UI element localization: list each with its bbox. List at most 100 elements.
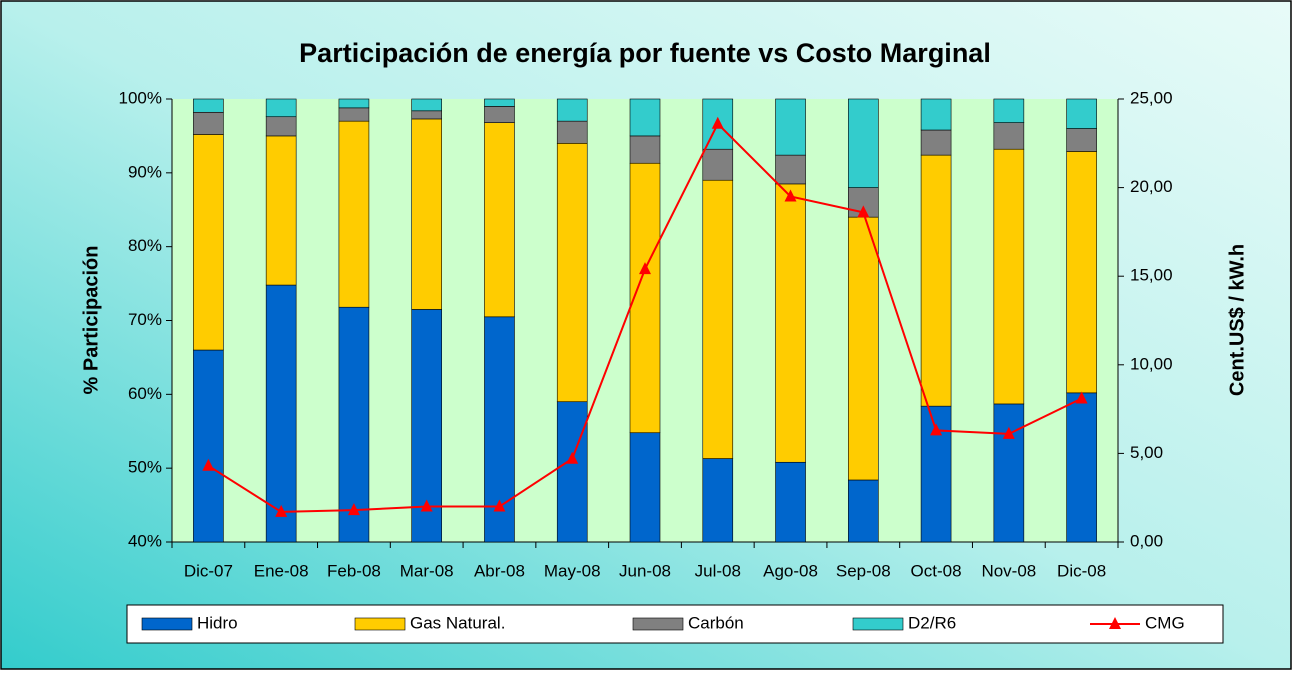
line-marker: [857, 205, 870, 218]
bar-segment: [920, 98, 952, 131]
legend-swatch: [354, 617, 406, 631]
y2-axis-label: Cent.US$ / kW.h: [1226, 244, 1248, 396]
x-tick-label: Ene-08: [254, 561, 309, 580]
bar-segment: [993, 148, 1025, 405]
bar-segment: [338, 98, 370, 109]
x-tick-label: Feb-08: [327, 561, 381, 580]
bar-segment: [265, 284, 297, 543]
legend-label: Gas Natural.: [410, 613, 505, 632]
bar-segment: [629, 162, 661, 434]
bar-segment: [193, 111, 224, 135]
x-tick-label: Jun-08: [619, 561, 671, 580]
y2-tick-label: 15,00: [1130, 266, 1173, 285]
line-marker: [639, 262, 651, 275]
y2-tick-label: 25,00: [1130, 88, 1173, 107]
legend-marker: [1109, 617, 1121, 629]
bar-segment: [484, 106, 515, 123]
bar-segment: [411, 98, 442, 112]
y-axis-label: % Participación: [80, 246, 102, 395]
y2-tick-label: 5,00: [1130, 443, 1163, 462]
bar-segment: [556, 401, 588, 543]
legend-label: CMG: [1145, 613, 1185, 632]
bar-segment: [484, 98, 515, 107]
y2-tick-label: 10,00: [1130, 354, 1173, 373]
y2-tick-label: 0,00: [1130, 531, 1163, 550]
line-marker: [1002, 426, 1015, 439]
y2-tick-label: 20,00: [1130, 177, 1173, 196]
x-tick-label: May-08: [544, 561, 601, 580]
bar-segment: [338, 120, 370, 308]
bar-segment: [265, 135, 297, 286]
bar-segment: [411, 118, 442, 310]
bar-segment: [702, 179, 734, 459]
bar-segment: [848, 216, 879, 481]
line-marker: [1075, 391, 1088, 404]
bar-segment: [702, 458, 734, 543]
bar-segment: [1066, 128, 1097, 152]
bar-segment: [629, 432, 661, 543]
bar-segment: [920, 129, 952, 156]
line-marker: [347, 503, 360, 516]
x-tick-label: Dic-08: [1057, 561, 1106, 580]
bar-segment: [1066, 392, 1097, 543]
bar-segment: [775, 183, 806, 463]
bar-segment: [338, 107, 370, 122]
legend-label: D2/R6: [908, 613, 956, 632]
line-marker: [275, 504, 288, 517]
legend-swatch: [632, 617, 684, 631]
x-tick-label: Dic-07: [184, 561, 233, 580]
bar-segment: [1066, 151, 1097, 394]
bar-segment: [484, 122, 515, 318]
x-tick-label: Nov-08: [981, 561, 1036, 580]
line-marker: [420, 499, 433, 512]
bar-segment: [993, 122, 1025, 150]
bar-segment: [848, 98, 879, 188]
bar-segment: [993, 403, 1025, 543]
legend-label: Carbón: [688, 613, 744, 632]
bar-segment: [848, 479, 879, 543]
y-tick-label: 70%: [128, 310, 162, 329]
line-marker: [784, 189, 797, 202]
legend-swatch: [141, 617, 193, 631]
y-tick-label: 60%: [128, 384, 162, 403]
bar-segment: [265, 98, 297, 118]
y-tick-label: 90%: [128, 162, 162, 181]
bar-segment: [193, 349, 224, 543]
x-tick-label: Oct-08: [911, 561, 962, 580]
line-marker: [202, 458, 215, 471]
bar-segment: [193, 134, 224, 351]
y-tick-label: 80%: [128, 236, 162, 255]
chart-title: Participación de energía por fuente vs C…: [299, 38, 991, 68]
bar-segment: [1066, 98, 1097, 129]
bar-segment: [629, 98, 661, 137]
bar-segment: [920, 154, 952, 407]
bar-segment: [629, 135, 661, 164]
y-tick-label: 100%: [119, 88, 162, 107]
bar-segment: [556, 143, 588, 403]
bar-segment: [556, 98, 588, 122]
legend-label: Hidro: [197, 613, 238, 632]
x-tick-label: Abr-08: [474, 561, 525, 580]
bar-segment: [411, 110, 442, 120]
line-marker: [711, 116, 724, 129]
bar-segment: [775, 461, 806, 543]
x-tick-label: Jul-08: [695, 561, 741, 580]
y-tick-label: 50%: [128, 458, 162, 477]
bar-segment: [775, 154, 806, 185]
bar-segment: [338, 306, 370, 543]
bar-segment: [193, 98, 224, 113]
x-tick-label: Ago-08: [763, 561, 818, 580]
x-tick-label: Sep-08: [836, 561, 891, 580]
line-marker: [930, 423, 943, 436]
bar-segment: [702, 148, 734, 181]
bar-segment: [775, 98, 806, 156]
line-marker: [566, 451, 579, 464]
bar-segment: [993, 98, 1025, 123]
bar-segment: [556, 120, 588, 144]
legend-swatch: [852, 617, 904, 631]
bar-segment: [265, 116, 297, 137]
x-tick-label: Mar-08: [400, 561, 454, 580]
line-marker: [493, 499, 506, 512]
y-tick-label: 40%: [128, 531, 162, 550]
